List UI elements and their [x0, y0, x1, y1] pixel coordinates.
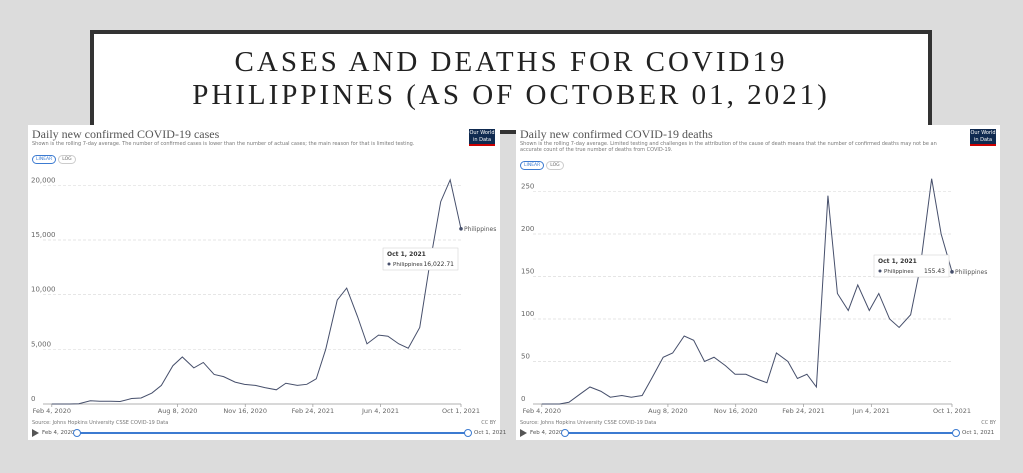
- series-label: Philippines: [464, 226, 496, 233]
- tooltip: [382, 247, 459, 271]
- logo-text: Our World: [469, 130, 495, 136]
- play-button[interactable]: [520, 429, 527, 437]
- y-tick-label: 5,000: [31, 340, 51, 348]
- timeline: Feb 4, 2020 Oct 1, 2021: [520, 427, 996, 437]
- chart-panel: Daily new confirmed COVID-19 cases Shown…: [28, 125, 506, 440]
- scale-button[interactable]: LOG: [58, 155, 76, 164]
- tooltip-name: Philippines: [393, 262, 423, 268]
- y-tick-label: 50: [521, 352, 530, 360]
- scale-button[interactable]: LINEAR: [520, 161, 545, 170]
- scale-buttons: LINEAR LOG: [520, 161, 566, 170]
- title-line: PHILIPPINES (AS OF OCTOBER 01, 2021): [192, 79, 830, 111]
- source: Source: Johns Hopkins University CSSE CO…: [32, 420, 169, 426]
- timeline-handle[interactable]: [952, 429, 960, 437]
- logo-text: in Data: [472, 137, 492, 143]
- chart-subtitle: Shown is the rolling 7-day average. Limi…: [520, 141, 937, 153]
- timeline: Feb 4, 2020 Oct 1, 2021: [32, 427, 506, 437]
- scale-button[interactable]: LOG: [546, 161, 564, 170]
- x-tick-label: Feb 24, 2021: [782, 407, 825, 415]
- x-tick-label: Aug 8, 2020: [158, 407, 198, 415]
- y-tick-label: 15,000: [31, 231, 56, 239]
- timeline-track: [564, 432, 957, 434]
- logo[interactable]: Our World in Data: [469, 129, 495, 146]
- timeline-handle[interactable]: [73, 429, 81, 437]
- y-tick-label: 150: [521, 267, 534, 275]
- timeline-end: Oct 1, 2021: [962, 430, 995, 436]
- timeline-handle[interactable]: [464, 429, 472, 437]
- tooltip-swatch: [878, 269, 882, 273]
- y-tick-label: 100: [521, 310, 534, 318]
- timeline-handle[interactable]: [561, 429, 569, 437]
- license: CC BY: [481, 420, 496, 426]
- y-tick-label: 200: [521, 225, 534, 233]
- chart-panel: Daily new confirmed COVID-19 deaths Show…: [516, 125, 1000, 440]
- x-tick-label: Jun 4, 2021: [852, 407, 890, 415]
- x-tick-label: Feb 24, 2021: [292, 407, 335, 415]
- timeline-start: Feb 4, 2020: [530, 430, 563, 436]
- tooltip-date: Oct 1, 2021: [387, 251, 426, 258]
- x-tick-label: Feb 4, 2020: [33, 407, 71, 415]
- logo-text: Our World: [970, 130, 996, 136]
- title-line: CASES AND DEATHS FOR COVID19: [234, 46, 788, 78]
- x-tick-label: Oct 1, 2021: [933, 407, 971, 415]
- logo[interactable]: Our World in Data: [970, 129, 996, 146]
- y-tick-label: 0: [521, 395, 525, 403]
- logo-text: in Data: [973, 137, 993, 143]
- x-tick-label: Aug 8, 2020: [648, 407, 688, 415]
- chart-title: Daily new confirmed COVID-19 deaths: [520, 127, 713, 141]
- tooltip-value: 155.43: [924, 268, 945, 275]
- scale-buttons: LINEAR LOG: [32, 155, 78, 164]
- end-point: [459, 226, 463, 231]
- y-tick-label: 0: [31, 395, 35, 403]
- chart-subtitle: Shown is the rolling 7-day average. The …: [32, 141, 415, 147]
- series-label: Philippines: [955, 269, 987, 276]
- y-tick-label: 10,000: [31, 286, 56, 294]
- x-tick-label: Feb 4, 2020: [523, 407, 561, 415]
- series-line: [51, 178, 462, 405]
- tooltip: [873, 254, 950, 278]
- tooltip-swatch: [387, 262, 391, 266]
- page-title: CASES AND DEATHS FOR COVID19 PHILIPPINES…: [90, 30, 932, 134]
- series-line: [541, 178, 953, 405]
- x-tick-label: Oct 1, 2021: [442, 407, 480, 415]
- x-tick-label: Nov 16, 2020: [223, 407, 267, 415]
- x-tick-label: Nov 16, 2020: [714, 407, 758, 415]
- x-tick-label: Jun 4, 2021: [361, 407, 399, 415]
- source: Source: Johns Hopkins University CSSE CO…: [520, 420, 657, 426]
- tooltip-value: 16,022.71: [423, 261, 454, 268]
- timeline-start: Feb 4, 2020: [42, 430, 75, 436]
- plot: 0 5,000 10,000 15,000 20,000 Feb 4, 2020 Aug 8…: [31, 176, 496, 415]
- tooltip-date: Oct 1, 2021: [878, 258, 917, 265]
- timeline-track: [76, 432, 469, 434]
- play-button[interactable]: [32, 429, 39, 437]
- chart-title: Daily new confirmed COVID-19 cases: [32, 127, 220, 141]
- end-point: [950, 270, 954, 274]
- y-tick-label: 250: [521, 182, 534, 190]
- scale-button[interactable]: LINEAR: [32, 155, 57, 164]
- y-tick-label: 20,000: [31, 176, 56, 184]
- timeline-end: Oct 1, 2021: [474, 430, 507, 436]
- plot: 0 50 100 150 200 250 Feb 4, 2020 Aug 8, 2020 Nov…: [521, 178, 987, 415]
- tooltip-name: Philippines: [884, 269, 914, 275]
- license: CC BY: [981, 420, 996, 426]
